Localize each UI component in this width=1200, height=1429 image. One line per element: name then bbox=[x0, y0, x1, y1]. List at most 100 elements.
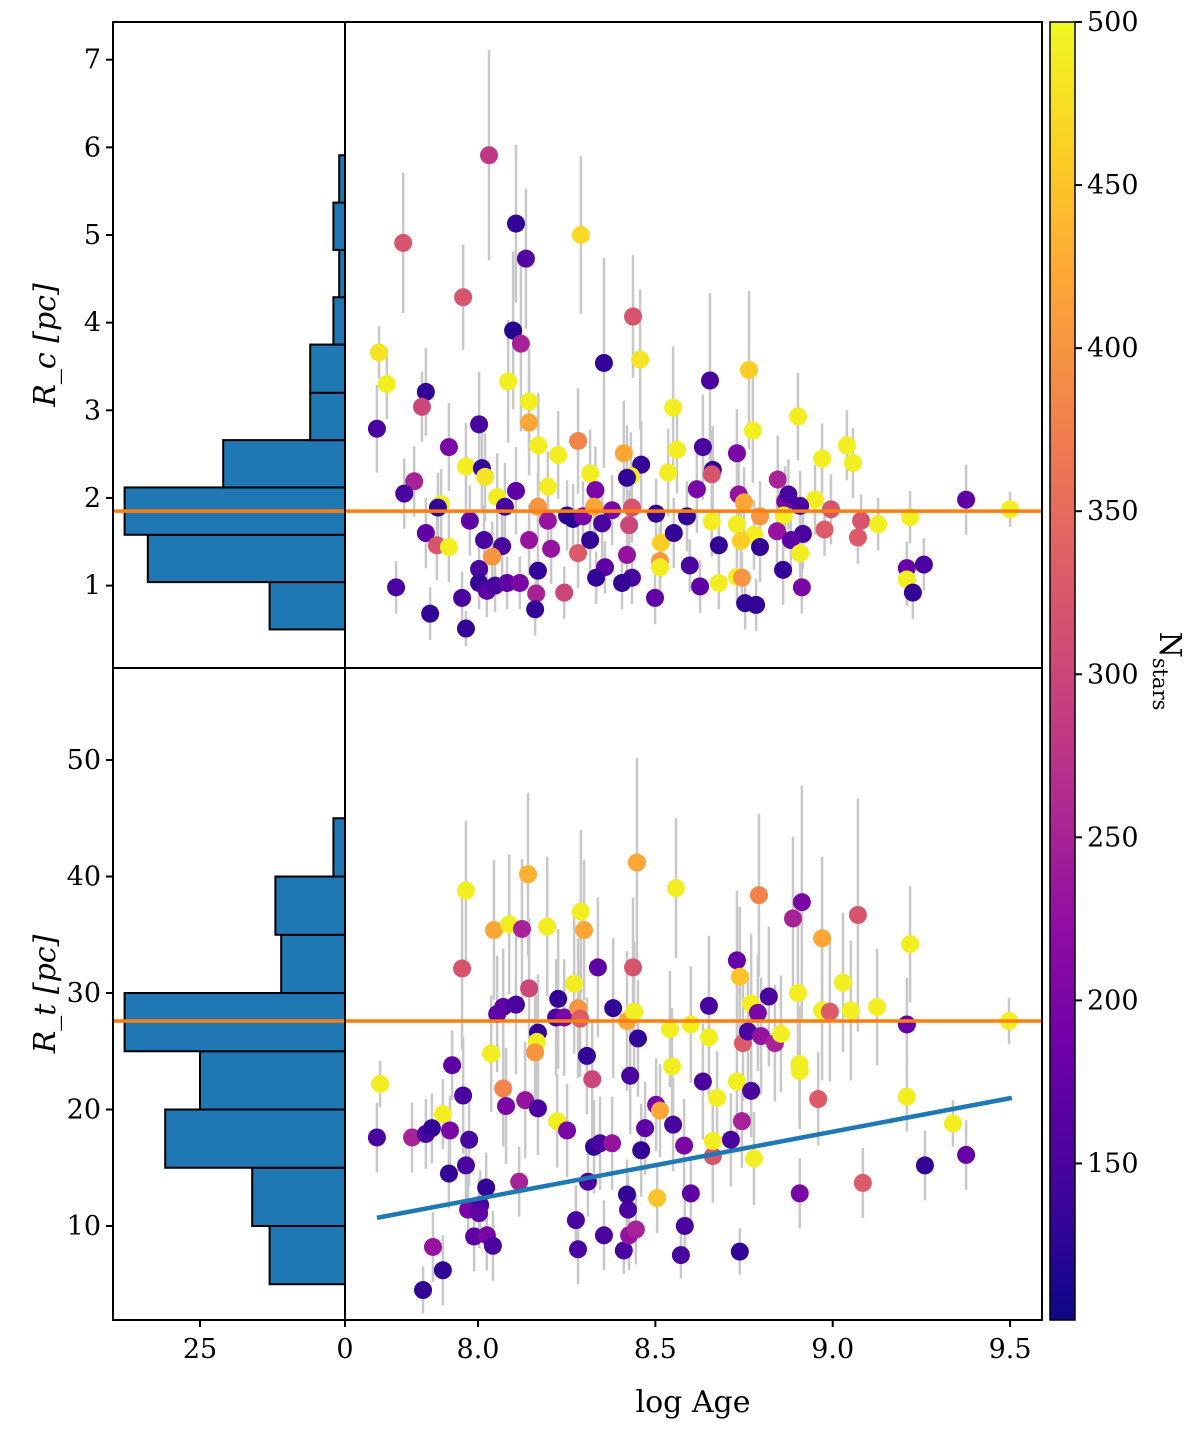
data-point bbox=[659, 463, 678, 482]
data-point bbox=[367, 419, 386, 438]
data-point bbox=[416, 524, 435, 543]
colorbar-label: Nstars bbox=[1148, 632, 1187, 711]
data-point bbox=[405, 472, 424, 491]
data-point bbox=[456, 1156, 475, 1175]
data-point bbox=[421, 604, 440, 623]
data-point bbox=[433, 1261, 452, 1280]
data-point bbox=[499, 372, 518, 391]
y-tick-label: 6 bbox=[84, 132, 101, 163]
data-point bbox=[730, 967, 749, 986]
data-point bbox=[664, 524, 683, 543]
data-point bbox=[538, 917, 557, 936]
data-point bbox=[781, 531, 800, 550]
data-point bbox=[526, 600, 545, 619]
data-point bbox=[581, 531, 600, 550]
data-point bbox=[650, 1101, 669, 1120]
data-point bbox=[470, 415, 489, 434]
data-point bbox=[703, 1131, 722, 1150]
data-point bbox=[495, 497, 514, 516]
data-point bbox=[628, 1029, 647, 1048]
data-point bbox=[585, 497, 604, 516]
data-point bbox=[779, 485, 798, 504]
data-point bbox=[622, 498, 641, 517]
histogram-bar bbox=[199, 1050, 346, 1111]
data-point bbox=[852, 511, 871, 530]
data-point bbox=[613, 573, 632, 592]
data-point bbox=[681, 1184, 700, 1203]
data-point bbox=[732, 568, 751, 587]
data-point bbox=[843, 453, 862, 472]
data-point bbox=[477, 1178, 496, 1197]
data-point bbox=[520, 392, 539, 411]
data-point bbox=[538, 477, 557, 496]
histogram-bar bbox=[274, 875, 346, 936]
data-point bbox=[727, 1072, 746, 1091]
data-point bbox=[675, 1216, 694, 1235]
data-point bbox=[575, 921, 594, 940]
data-point bbox=[631, 350, 650, 369]
data-point bbox=[748, 1003, 767, 1022]
data-point bbox=[693, 1072, 712, 1091]
data-point bbox=[897, 1015, 916, 1034]
data-point bbox=[594, 353, 613, 372]
data-point bbox=[614, 1241, 633, 1260]
data-point bbox=[617, 468, 636, 487]
data-point bbox=[470, 559, 489, 578]
data-point bbox=[869, 515, 888, 534]
hist-x-tick-label: 0 bbox=[336, 1334, 353, 1365]
colorbar-tick-label: 350 bbox=[1087, 496, 1139, 527]
data-point bbox=[476, 467, 495, 486]
y-tick-label: 3 bbox=[84, 395, 101, 426]
histogram-bar bbox=[268, 581, 347, 631]
histogram-bar bbox=[146, 533, 346, 584]
data-point bbox=[708, 1088, 727, 1107]
data-point bbox=[470, 1204, 489, 1223]
data-point bbox=[498, 573, 517, 592]
data-point bbox=[395, 484, 414, 503]
data-point bbox=[506, 995, 525, 1014]
histogram-bar bbox=[332, 817, 346, 878]
data-point bbox=[792, 893, 811, 912]
data-point bbox=[549, 446, 568, 465]
data-point bbox=[853, 1173, 872, 1192]
data-point bbox=[516, 1091, 535, 1110]
data-point bbox=[484, 921, 503, 940]
data-point bbox=[636, 1119, 655, 1138]
reference-lines bbox=[113, 509, 1042, 1221]
data-point bbox=[414, 1281, 433, 1300]
data-point bbox=[721, 1130, 740, 1149]
data-point bbox=[460, 1130, 479, 1149]
data-point bbox=[456, 457, 475, 476]
error-bars bbox=[375, 50, 1012, 1314]
data-point bbox=[510, 1172, 529, 1191]
x-tick-label: 9.5 bbox=[989, 1334, 1032, 1365]
data-point bbox=[751, 538, 770, 557]
data-point bbox=[727, 515, 746, 534]
data-point bbox=[848, 528, 867, 547]
data-point bbox=[664, 1115, 683, 1134]
colorbar-tick-label: 450 bbox=[1087, 170, 1139, 201]
data-point bbox=[664, 398, 683, 417]
data-point bbox=[1001, 500, 1020, 519]
data-point bbox=[747, 595, 766, 614]
data-point bbox=[494, 1079, 513, 1098]
data-point bbox=[571, 225, 590, 244]
data-point bbox=[744, 1149, 763, 1168]
data-point bbox=[569, 1240, 588, 1259]
data-point bbox=[813, 929, 832, 948]
data-point bbox=[815, 520, 834, 539]
x-tick-label: 8.5 bbox=[634, 1334, 677, 1365]
data-point bbox=[663, 1057, 682, 1076]
data-point bbox=[614, 444, 633, 463]
data-point bbox=[648, 1189, 667, 1208]
data-point bbox=[774, 506, 793, 525]
data-point bbox=[403, 1128, 422, 1147]
data-point bbox=[528, 561, 547, 580]
data-point bbox=[749, 886, 768, 905]
data-point bbox=[783, 909, 802, 928]
data-point bbox=[681, 1015, 700, 1034]
histogram-bar bbox=[251, 1166, 346, 1227]
data-point bbox=[868, 997, 887, 1016]
data-point bbox=[774, 560, 793, 579]
